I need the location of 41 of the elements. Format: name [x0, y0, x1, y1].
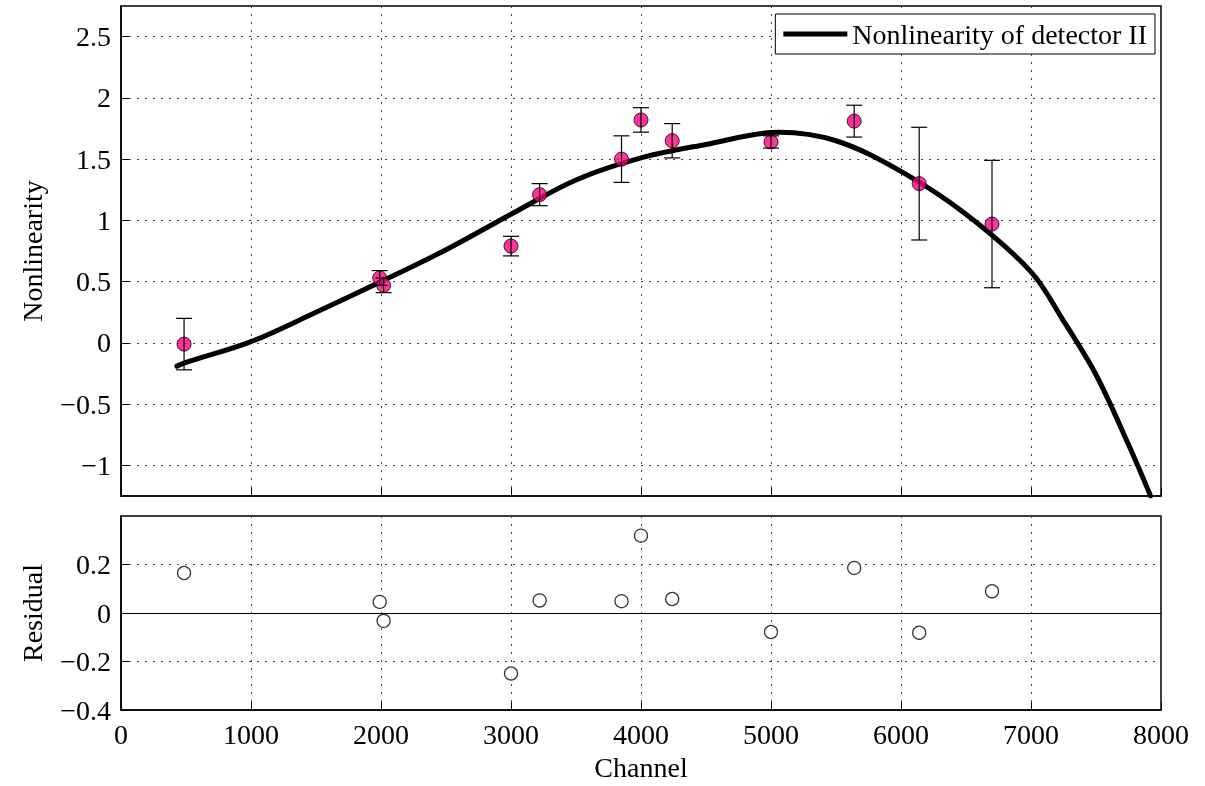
point: [763, 624, 779, 640]
point: [532, 593, 547, 608]
y-tick-label: −0.5: [60, 388, 111, 420]
point: [614, 151, 629, 167]
x-tick-label: 3000: [483, 718, 539, 750]
point: [176, 565, 192, 581]
point: [665, 591, 680, 607]
point: [372, 594, 387, 610]
y-tick-label: −0.4: [60, 694, 111, 726]
x-tick-label: 5000: [743, 718, 799, 750]
y-tick-label: 0.2: [76, 549, 111, 581]
y-tick-label: 2: [97, 82, 111, 114]
x-tick-label: 2000: [353, 718, 409, 750]
y-tick-label: 1: [97, 204, 111, 236]
point: [664, 133, 680, 149]
y-tick-label: 0.5: [76, 266, 111, 298]
x-tick-label: 1000: [223, 718, 279, 750]
point: [984, 584, 1000, 599]
point: [847, 560, 862, 576]
point: [846, 113, 862, 129]
y-axis-title: Nonlinearity: [16, 180, 48, 322]
y-tick-label: −0.2: [60, 646, 111, 678]
point: [376, 613, 391, 628]
y-tick-label: 0: [97, 597, 111, 629]
y-tick-label: 0: [97, 327, 111, 359]
legend-label: Nonlinearity of detector II: [852, 18, 1147, 50]
y-tick-label: 2.5: [76, 21, 111, 53]
y-tick-label: −1: [81, 449, 111, 481]
point: [633, 528, 649, 543]
y-axis-title: Residual: [16, 563, 48, 663]
point: [911, 176, 927, 192]
x-tick-label: 6000: [873, 718, 929, 750]
x-tick-label: 8000: [1133, 718, 1189, 750]
point: [614, 594, 629, 609]
point: [912, 625, 927, 640]
point: [503, 666, 519, 681]
y-tick-label: 1.5: [76, 143, 111, 175]
x-axis-title: Channel: [594, 751, 688, 783]
x-tick-label: 7000: [1003, 718, 1059, 750]
point: [532, 187, 548, 203]
x-tick-label: 4000: [613, 718, 669, 750]
